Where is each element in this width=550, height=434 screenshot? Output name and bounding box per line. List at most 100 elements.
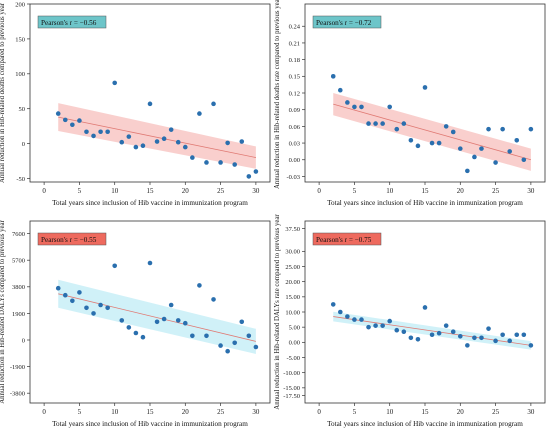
data-point — [373, 323, 378, 328]
y-tick-label: 15.00 — [285, 294, 300, 301]
x-tick-label: 15 — [422, 408, 430, 416]
y-tick-label: 0 — [22, 337, 25, 344]
data-point — [147, 101, 153, 107]
x-tick-label: 15 — [147, 408, 155, 416]
data-point — [408, 335, 414, 341]
x-tick-label: 10 — [386, 408, 394, 416]
data-point — [225, 140, 230, 146]
y-tick-label: 30.00 — [285, 249, 300, 256]
data-point — [91, 311, 96, 316]
y-tick-label: 0.15 — [289, 74, 300, 81]
data-point — [486, 326, 491, 331]
y-tick-label: 5700 — [12, 258, 25, 265]
y-axis-label: Annual reduction in Hib-related DALYs co… — [0, 220, 6, 404]
x-tick-label: 25 — [492, 408, 500, 416]
regression-line — [58, 293, 256, 342]
data-point — [168, 302, 174, 308]
data-point — [62, 117, 68, 123]
data-point — [182, 320, 188, 326]
y-tick-label: 1900 — [12, 311, 25, 318]
data-point — [112, 263, 118, 269]
y-tick-label: 20.00 — [285, 279, 300, 286]
pearson-annotation-box — [312, 232, 382, 246]
y-tick-label: -3800 — [10, 391, 25, 398]
x-tick-label: 0 — [317, 187, 321, 195]
regression-line — [333, 316, 531, 346]
data-point — [380, 121, 385, 126]
y-tick-label: 0.03 — [289, 140, 300, 147]
pearson-annotation: Pearson's r = −0.56 — [41, 19, 97, 27]
pearson-annotation: Pearson's r = −0.55 — [41, 236, 97, 244]
x-tick-label: 25 — [217, 408, 225, 416]
data-point — [352, 104, 357, 110]
data-point — [211, 101, 216, 107]
data-point — [182, 144, 188, 150]
y-tick-label: 0.00 — [289, 157, 300, 164]
data-point — [380, 323, 385, 328]
data-point — [197, 283, 202, 288]
data-point — [450, 129, 456, 135]
pearson-annotation: Pearson's r = −0.75 — [316, 236, 372, 244]
data-point — [218, 160, 223, 165]
data-point — [514, 137, 520, 143]
data-point — [500, 126, 505, 132]
y-tick-label: -10.00 — [283, 370, 300, 377]
pearson-annotation: Pearson's r = −0.72 — [316, 19, 372, 27]
data-point — [443, 124, 449, 129]
data-point — [528, 126, 534, 132]
data-point — [133, 330, 139, 336]
data-point — [98, 302, 103, 308]
chart-panel-4: 0 5 10 15 20 25 30 -17.50-15.00 -10.00 -5.00 0.00 5… — [274, 214, 546, 428]
data-point — [232, 340, 238, 346]
data-point — [239, 139, 245, 144]
data-point — [521, 157, 527, 163]
data-point — [394, 327, 400, 333]
y-axis-label: Annual reduction in Hib-related DALYs ra… — [274, 214, 281, 410]
data-point — [465, 343, 470, 348]
y-tick-label: 0.09 — [289, 107, 300, 114]
y-tick-label: -0.03 — [286, 174, 300, 181]
chart-panel-3: 0 5 10 15 20 25 30 -3800 -1900 0 1900 3800 5700 7600 P… — [0, 220, 271, 428]
data-point — [98, 129, 103, 135]
data-point — [493, 338, 498, 344]
pearson-annotation-box — [37, 15, 107, 29]
x-tick-label: 20 — [182, 408, 190, 416]
x-tick-label: 20 — [457, 187, 465, 195]
data-point — [330, 74, 336, 79]
data-point — [105, 129, 110, 135]
confidence-band — [58, 103, 256, 169]
y-axis-label: Annual reduction in Hib-related deaths r… — [274, 0, 281, 189]
data-point — [436, 140, 442, 146]
data-point — [422, 305, 428, 310]
data-point — [408, 137, 414, 143]
y-tick-label: -17.50 — [283, 393, 300, 400]
data-point — [486, 126, 491, 132]
data-point — [359, 317, 364, 322]
x-axis-label: Total years since inclusion of Hib vacci… — [327, 199, 523, 207]
data-point — [225, 348, 230, 354]
y-axis-label: Annual reduction in Hib-related deaths c… — [0, 2, 6, 183]
x-axis-label: Total years since inclusion of Hib vacci… — [327, 420, 523, 428]
x-tick-label: 25 — [217, 187, 225, 195]
data-point — [77, 118, 82, 123]
chart-panel-2: 0 5 10 15 20 25 30 -0.03 0.00 0.03 0.06 0.09 0.12 0.1… — [274, 0, 546, 207]
y-tick-label: 37.50 — [285, 226, 300, 233]
data-point — [218, 343, 223, 348]
data-point — [479, 146, 484, 151]
data-point — [154, 139, 160, 144]
data-point — [84, 129, 89, 135]
x-tick-label: 5 — [353, 408, 357, 416]
x-tick-label: 20 — [457, 408, 465, 416]
data-point — [443, 323, 449, 328]
data-point — [337, 309, 343, 315]
x-tick-label: 30 — [252, 187, 260, 195]
data-point — [472, 335, 477, 341]
x-tick-label: 25 — [492, 187, 500, 195]
data-point — [514, 332, 520, 338]
x-tick-label: 5 — [353, 187, 357, 195]
data-point — [528, 343, 534, 348]
y-tick-label: 0.00 — [289, 340, 300, 347]
data-point — [232, 162, 238, 167]
data-point — [507, 149, 513, 154]
data-point — [239, 319, 245, 325]
